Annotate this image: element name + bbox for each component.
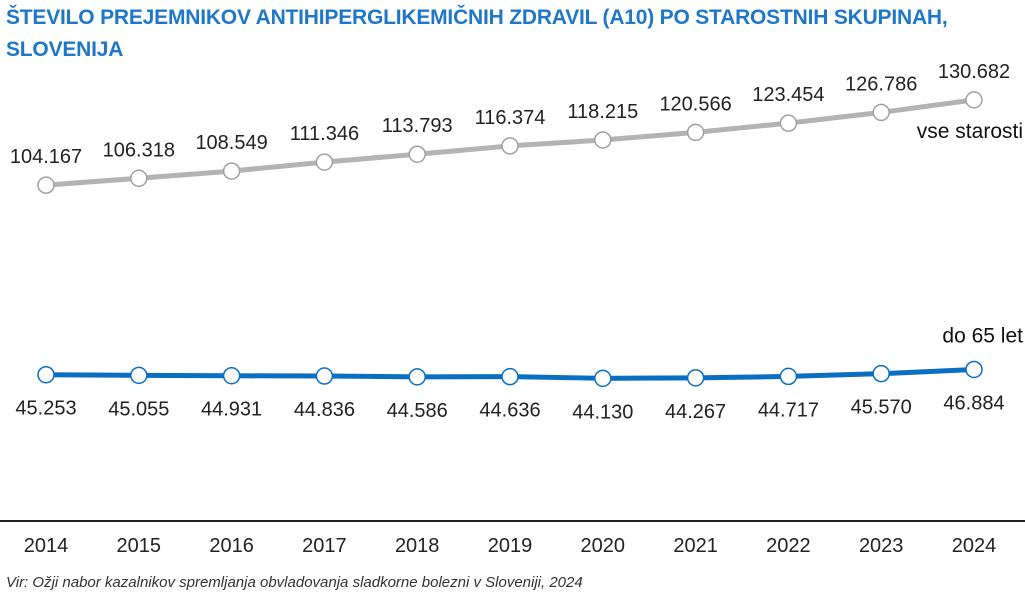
data-point-under-65 <box>686 369 705 387</box>
line-chart: 2014 2015 2016 2017 2018 2019 2020 2021 2022 2023… <box>0 61 1025 557</box>
series-name-all-ages: vse starosti <box>917 120 1023 143</box>
data-label-all-ages: 113.793 <box>382 115 453 137</box>
data-label-under-65: 45.055 <box>108 398 169 420</box>
x-tick-label: 2021 <box>673 535 718 557</box>
data-point-all-ages <box>965 91 983 109</box>
data-label-all-ages: 104.167 <box>10 146 82 168</box>
data-label-under-65: 44.586 <box>387 400 448 422</box>
data-label-all-ages: 116.374 <box>475 107 546 129</box>
data-point-under-65 <box>222 366 241 385</box>
data-point-all-ages <box>872 103 890 122</box>
data-label-all-ages: 130.682 <box>938 61 1010 83</box>
data-point-all-ages <box>594 131 612 149</box>
data-point-all-ages <box>686 123 705 142</box>
data-label-under-65: 45.253 <box>15 398 76 420</box>
data-point-under-65 <box>130 366 148 385</box>
data-point-under-65 <box>965 360 983 379</box>
data-point-all-ages <box>408 145 426 163</box>
data-label-all-ages: 111.346 <box>290 123 359 145</box>
x-tick-label: 2016 <box>209 535 254 557</box>
x-tick-label: 2018 <box>395 535 440 557</box>
data-point-under-65 <box>37 365 55 384</box>
data-label-under-65: 44.931 <box>201 399 262 421</box>
x-tick-label: 2020 <box>581 535 626 557</box>
data-label-all-ages: 118.215 <box>567 101 638 123</box>
x-tick-label: 2017 <box>302 535 347 557</box>
x-tick-label: 2019 <box>488 535 533 557</box>
data-label-all-ages: 120.566 <box>659 93 731 115</box>
data-point-under-65 <box>501 367 519 386</box>
series-name-under-65: do 65 let <box>942 324 1023 347</box>
data-point-all-ages <box>501 137 519 155</box>
data-label-under-65: 44.130 <box>572 401 633 423</box>
x-tick-label: 2015 <box>117 535 162 557</box>
data-point-under-65 <box>872 364 890 383</box>
data-label-under-65: 44.267 <box>665 401 726 423</box>
data-label-under-65: 44.717 <box>758 399 819 421</box>
data-label-all-ages: 123.454 <box>752 84 824 106</box>
data-point-under-65 <box>315 367 334 385</box>
data-point-all-ages <box>315 153 334 171</box>
data-point-under-65 <box>594 369 612 388</box>
data-label-all-ages: 106.318 <box>103 139 175 161</box>
data-label-under-65: 44.636 <box>479 400 540 422</box>
data-point-all-ages <box>779 114 798 132</box>
x-tick-label: 2024 <box>952 535 997 557</box>
source-note: Vir: Ožji nabor kazalnikov spremljanja o… <box>6 574 583 591</box>
x-tick-label: 2014 <box>24 535 69 557</box>
chart-title: ŠTEVILO PREJEMNIKOV ANTIHIPERGLIKEMIČNIH… <box>6 6 948 61</box>
x-tick-label: 2023 <box>859 535 904 557</box>
data-point-under-65 <box>408 368 426 386</box>
data-point-all-ages <box>222 162 241 180</box>
x-tick-label: 2022 <box>766 535 811 557</box>
data-point-all-ages <box>130 169 148 188</box>
data-label-under-65: 45.570 <box>851 397 912 419</box>
data-label-under-65: 46.884 <box>943 392 1004 414</box>
data-label-all-ages: 126.786 <box>845 73 917 95</box>
data-point-under-65 <box>779 367 798 386</box>
data-point-all-ages <box>37 176 55 194</box>
data-label-all-ages: 108.549 <box>195 132 267 154</box>
data-label-under-65: 44.836 <box>294 399 355 421</box>
